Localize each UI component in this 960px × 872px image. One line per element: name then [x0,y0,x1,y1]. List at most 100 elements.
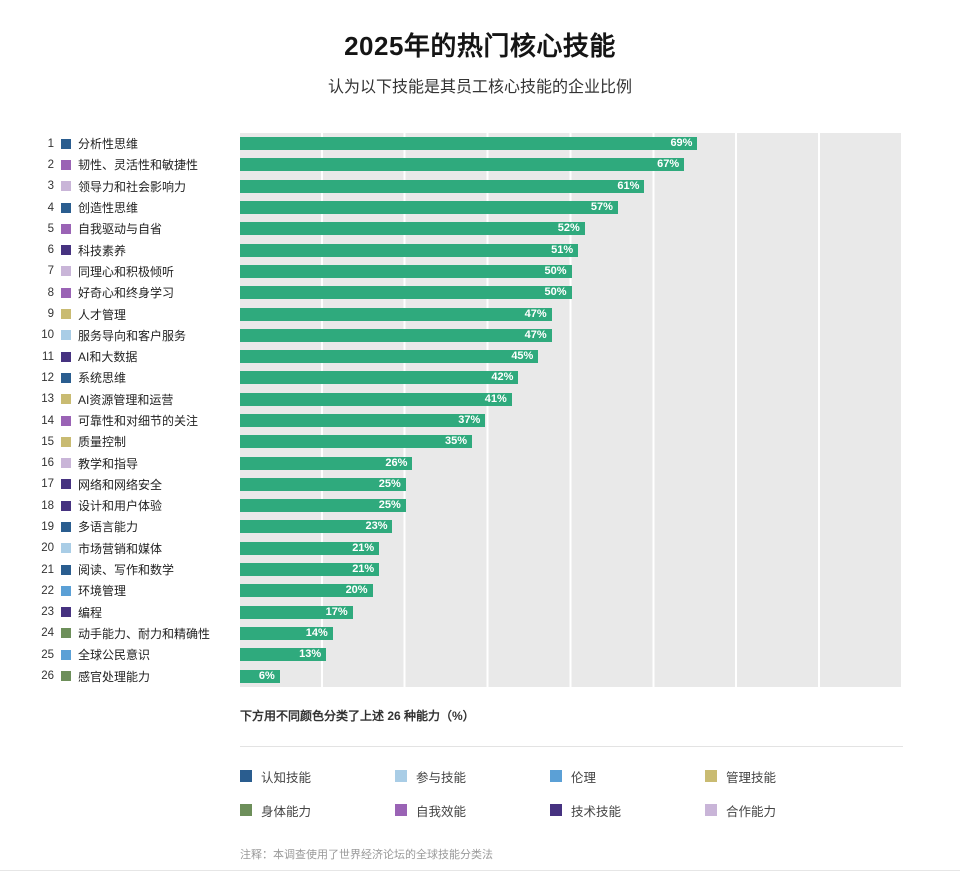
bar: 21% [240,541,380,555]
row-rank: 26 [41,670,54,683]
bar-value-label: 42% [491,371,514,384]
category-swatch [61,543,71,554]
legend-item: 合作能力 [705,801,860,820]
row-label-group: 10 服务导向和客户服务 [34,327,240,344]
row-label-group: 23 编程 [34,604,240,621]
category-swatch [61,159,71,170]
bar: 52% [240,222,585,236]
row-rank: 22 [41,584,54,597]
legend-swatch [395,804,407,817]
legend-label: 身体能力 [261,804,312,819]
bar-area: 20% [240,580,903,601]
bar: 47% [240,328,552,342]
category-swatch [61,649,71,660]
bar: 25% [240,477,406,491]
bar-value-label: 13% [299,648,322,661]
row-label-group: 26 感官处理能力 [34,668,240,685]
skill-label: 编程 [78,605,103,620]
row-rank: 23 [41,606,54,619]
bar: 51% [240,243,579,257]
row-label-group: 4 创造性思维 [34,199,240,216]
skill-label: 阅读、写作和数学 [78,563,175,578]
bar-area: 17% [240,602,903,623]
row-label-group: 16 教学和指导 [34,455,240,472]
row-rank: 2 [47,158,54,171]
legend-item: 身体能力 [240,801,395,820]
chart-row: 23 编程 17% [34,602,903,623]
row-label-group: 7 同理心和积极倾听 [34,263,240,280]
category-swatch [61,458,71,469]
legend-swatch [550,770,562,783]
bar-value-label: 50% [544,286,567,299]
legend-label: 合作能力 [726,804,777,819]
bar-area: 6% [240,665,903,686]
row-label-group: 25 全球公民意识 [34,646,240,663]
row-rank: 20 [41,542,54,555]
legend-swatch [395,770,407,783]
bar-value-label: 21% [352,563,375,576]
row-rank: 21 [41,563,54,576]
row-label-group: 24 动手能力、耐力和精确性 [34,625,240,642]
bar-value-label: 20% [345,584,368,597]
chart-row: 9 人才管理 47% [34,303,903,324]
row-rank: 18 [41,499,54,512]
row-rank: 6 [47,244,54,257]
legend-item: 认知技能 [240,767,395,786]
chart-row: 26 感官处理能力 6% [34,665,903,686]
legend-label: 认知技能 [261,770,312,785]
skill-label: 可靠性和对细节的关注 [78,414,199,428]
bar-value-label: 17% [325,605,348,618]
skill-label: 质量控制 [78,435,127,450]
legend-item: 技术技能 [550,801,705,820]
row-label-group: 22 环境管理 [34,582,240,599]
bar-value-label: 50% [544,264,567,277]
bar: 21% [240,563,380,577]
legend-caption: 下方用不同颜色分类了上述 26 种能力（%） [240,708,475,723]
bar-value-label: 25% [378,499,401,512]
row-label-group: 14 可靠性和对细节的关注 [34,412,240,429]
category-swatch [61,564,71,575]
bar-area: 47% [240,325,903,346]
row-rank: 13 [41,393,54,406]
row-label-group: 21 阅读、写作和数学 [34,561,240,578]
category-swatch [61,223,71,234]
chart-row: 2 韧性、灵活性和敏捷性 67% [34,154,903,175]
bar: 35% [240,435,473,449]
skill-label: 多语言能力 [78,520,139,535]
bar-area: 37% [240,410,903,431]
bar-area: 25% [240,495,903,516]
bar-value-label: 52% [557,222,580,235]
bottom-divider [0,870,960,871]
bar: 25% [240,499,406,513]
legend-label: 管理技能 [726,770,777,785]
page-subtitle: 认为以下技能是其员工核心技能的企业比例 [327,79,632,96]
row-rank: 5 [47,222,54,235]
skill-label: 领导力和社会影响力 [78,179,187,194]
category-swatch [61,628,71,639]
row-rank: 24 [41,627,54,640]
category-swatch [61,394,71,405]
row-rank: 15 [41,435,54,448]
chart-row: 24 动手能力、耐力和精确性 14% [34,623,903,644]
bar-area: 14% [240,623,903,644]
skill-label: 感官处理能力 [78,669,151,684]
chart-row: 8 好奇心和终身学习 50% [34,282,903,303]
row-rank: 7 [47,265,54,278]
category-swatch [61,309,71,320]
row-label-group: 2 韧性、灵活性和敏捷性 [34,156,240,173]
bar: 67% [240,158,685,172]
chart-row: 15 质量控制 35% [34,431,903,452]
bar-value-label: 67% [657,158,680,171]
skill-label: 设计和用户体验 [78,499,163,514]
row-rank: 25 [41,648,54,661]
category-swatch [61,500,71,511]
row-rank: 4 [47,201,54,214]
category-swatch [61,181,71,192]
category-swatch [61,521,71,532]
footnote: 注释：本调查使用了世界经济论坛的全球技能分类法 [240,848,493,861]
bar-value-label: 6% [258,669,275,682]
chart-row: 3 领导力和社会影响力 61% [34,176,903,197]
chart-row: 7 同理心和积极倾听 50% [34,261,903,282]
bar: 37% [240,414,486,427]
category-swatch [61,671,71,682]
